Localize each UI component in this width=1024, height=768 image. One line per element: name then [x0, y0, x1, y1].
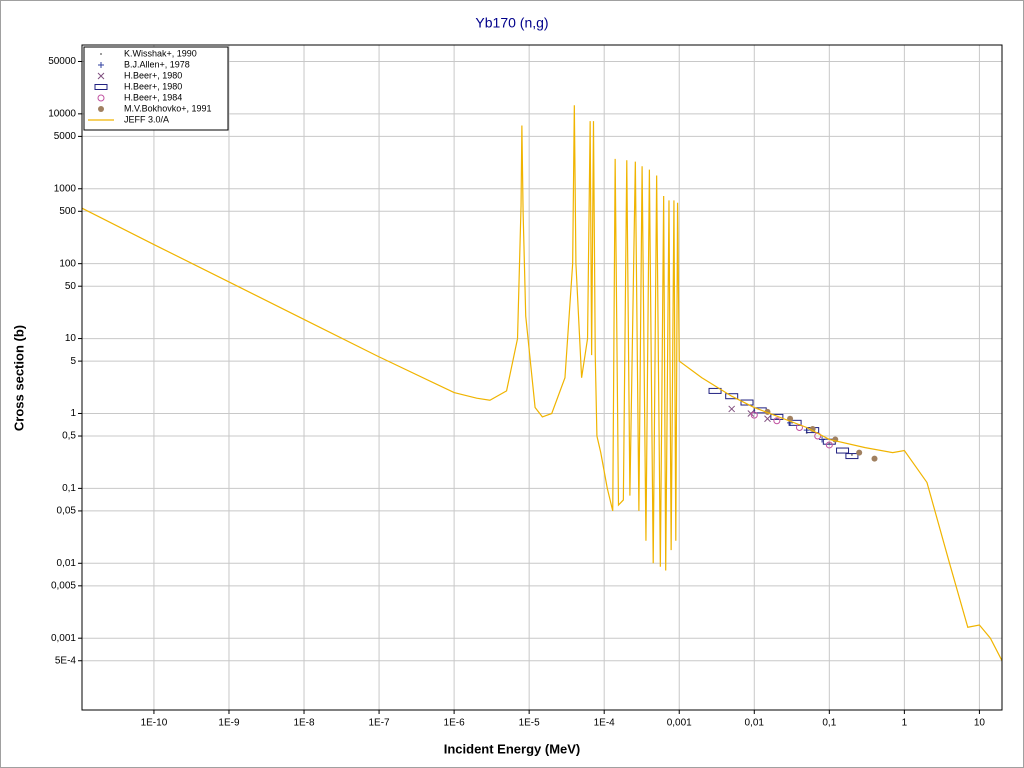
plot-area [82, 105, 1002, 662]
marker [97, 94, 105, 102]
marker-circle [773, 417, 781, 425]
marker-filled [809, 426, 816, 433]
marker [856, 449, 863, 456]
y-tick-label: 1000 [54, 183, 77, 194]
y-tick-label: 0,01 [57, 558, 77, 569]
marker-square [94, 84, 108, 90]
y-tick-label: 500 [59, 206, 76, 217]
marker-cross [747, 410, 755, 417]
plot-border [81, 44, 1003, 711]
y-tick-label: 5E-4 [55, 655, 77, 666]
legend-label: K.Wisshak+, 1990 [124, 48, 197, 58]
marker [770, 413, 784, 420]
x-tick-label: 1E-8 [293, 718, 315, 729]
grid [78, 45, 1002, 714]
y-tick-label: 0,005 [51, 580, 76, 591]
marker-dot [850, 453, 853, 456]
marker-cross [728, 405, 736, 413]
marker-circle [750, 411, 758, 419]
legend-label: H.Beer+, 1980 [124, 70, 182, 80]
marker [708, 387, 722, 394]
marker-square [708, 387, 722, 394]
marker [94, 84, 108, 90]
y-tick-label: 100 [59, 258, 76, 269]
marker-circle [97, 94, 105, 102]
x-tick-label: 1E-9 [218, 718, 240, 729]
marker [747, 410, 755, 417]
y-tick-label: 10 [65, 333, 77, 344]
marker [850, 453, 853, 456]
y-tick-label: 0,1 [62, 483, 76, 494]
y-tick-label: 0,05 [57, 506, 77, 517]
x-tick-label: 1E-7 [369, 718, 391, 729]
marker-filled [856, 449, 863, 456]
y-axis-label: Cross section (b) [11, 325, 26, 431]
marker-cross [97, 72, 105, 80]
chart-title: Yb170 (n,g) [475, 15, 548, 31]
marker [740, 399, 754, 406]
marker [725, 393, 739, 400]
marker-square [725, 393, 739, 400]
marker-filled [98, 106, 104, 112]
marker-plus [98, 62, 104, 68]
marker [750, 411, 758, 419]
y-tick-label: 0,5 [62, 431, 76, 442]
y-tick-label: 0,001 [51, 633, 76, 644]
x-tick-label: 0,001 [667, 718, 692, 729]
marker-square [770, 413, 784, 420]
x-tick-label: 1E-10 [141, 718, 168, 729]
y-tick-label: 1 [70, 408, 76, 419]
y-tick-label: 10000 [48, 108, 76, 119]
y-tick-label: 50000 [48, 56, 76, 67]
legend-label: JEFF 3.0/A [124, 114, 169, 124]
marker [825, 441, 833, 449]
marker [788, 419, 802, 426]
marker-square [788, 419, 802, 426]
x-tick-label: 1 [902, 718, 908, 729]
marker [98, 106, 104, 112]
marker-dot [100, 53, 102, 55]
y-tick-label: 5 [70, 356, 76, 367]
marker [728, 405, 736, 413]
x-tick-label: 0,1 [822, 718, 836, 729]
marker [100, 53, 102, 55]
line [82, 105, 1002, 662]
marker [97, 72, 105, 80]
y-tick-label: 5000 [54, 131, 77, 142]
legend-box [83, 46, 229, 131]
y-tick-label: 50 [65, 281, 77, 292]
x-tick-label: 1E-6 [444, 718, 466, 729]
x-tick-label: 1E-5 [519, 718, 541, 729]
x-tick-label: 1E-4 [594, 718, 616, 729]
marker-square [845, 453, 859, 460]
legend-label: H.Beer+, 1980 [124, 81, 182, 91]
marker-square [836, 447, 850, 454]
marker [871, 455, 878, 462]
marker [809, 426, 816, 433]
marker [836, 447, 850, 454]
legend-label: M.V.Bokhovko+, 1991 [124, 103, 211, 113]
x-tick-label: 10 [974, 718, 986, 729]
marker-circle [825, 441, 833, 449]
legend-label: H.Beer+, 1984 [124, 92, 182, 102]
marker-filled [871, 455, 878, 462]
marker-cross [764, 415, 771, 423]
x-axis-label: Incident Energy (MeV) [444, 741, 581, 756]
marker [764, 415, 771, 423]
marker [845, 453, 859, 460]
x-tick-label: 0,01 [745, 718, 765, 729]
marker-square [740, 399, 754, 406]
legend-label: B.J.Allen+, 1978 [124, 59, 190, 69]
marker [98, 62, 104, 68]
marker [773, 417, 781, 425]
